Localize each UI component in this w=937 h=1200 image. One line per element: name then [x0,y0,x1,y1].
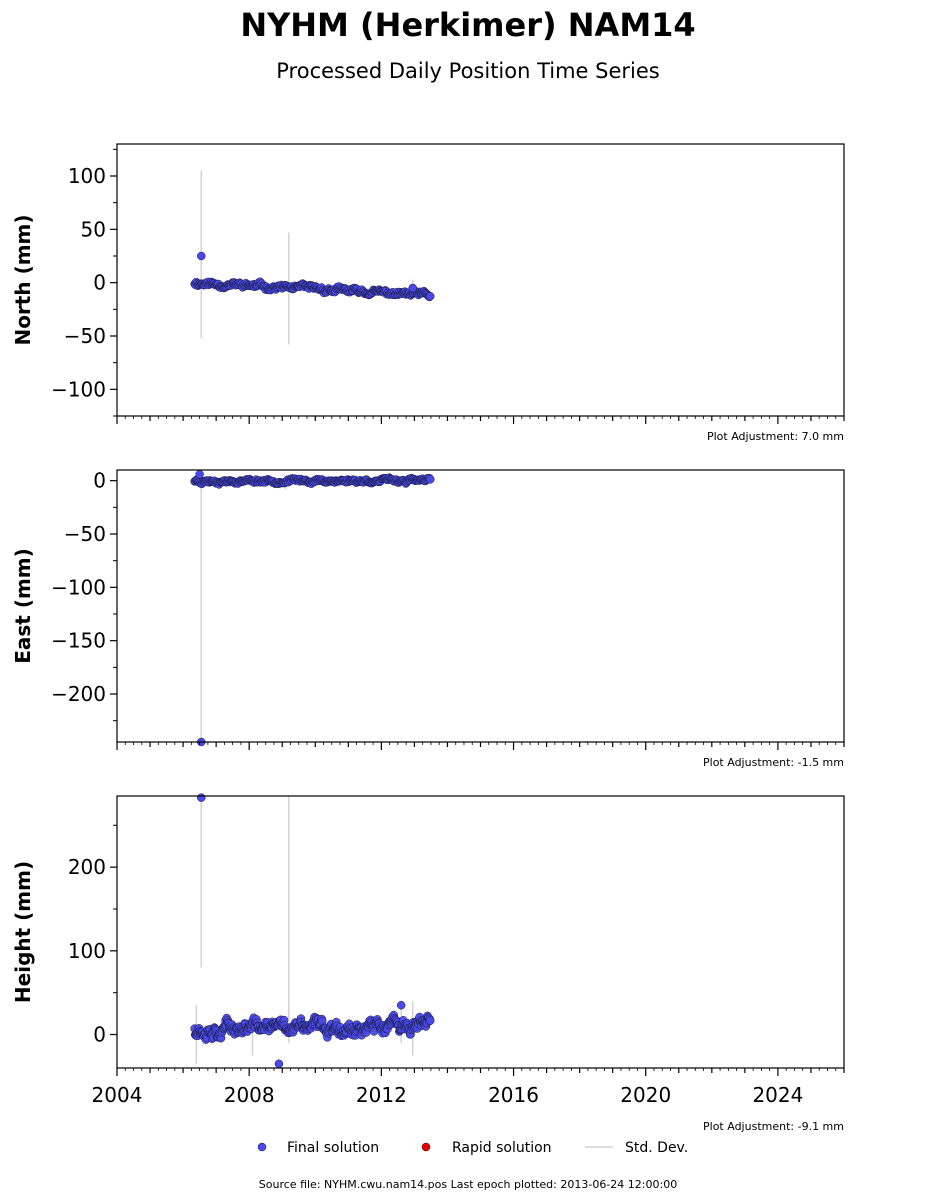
data-point-outlier [195,470,204,479]
y-tick-label: −50 [64,324,106,348]
plot-adjustment: Plot Adjustment: -1.5 mm [703,756,844,769]
legend-stddev-label: Std. Dev. [625,1140,688,1156]
plot-adjustment: Plot Adjustment: -9.1 mm [703,1120,844,1133]
footer-source: Source file: NYHM.cwu.nam14.pos Last epo… [259,1178,677,1191]
data-point [426,291,435,301]
panel-2: 0 −50 −100 −150 −200 East (mm) Plot Adjustment… [11,469,845,769]
x-tick-label: 2024 [752,1083,803,1107]
data-point-outlier [274,1059,284,1069]
y-axis-label: North (mm) [11,214,35,345]
legend-rapid-marker [421,1142,431,1152]
x-tick-label: 2016 [488,1083,539,1107]
y-tick-label: −150 [51,629,106,653]
y-tick-label: 100 [68,939,106,963]
y-tick-label: −100 [51,575,106,599]
y-tick-label: 0 [93,271,106,295]
y-tick-label: −100 [51,377,106,401]
plot-frame [116,143,845,417]
x-tick-label: 2020 [620,1083,671,1107]
x-tick-label: 2004 [92,1083,143,1107]
legend-final-label: Final solution [287,1140,379,1156]
data-point [426,475,435,484]
y-tick-label: 50 [81,217,106,241]
chart-title: NYHM (Herkimer) NAM14 [240,6,695,44]
y-tick-label: 0 [93,469,106,493]
y-axis-label: Height (mm) [11,861,35,1003]
panel-3: 200 100 0 2004 2008 2012 2016 2020 2024 Height (m… [11,793,845,1133]
legend-final-marker [257,1142,267,1152]
plot-frame [116,469,845,743]
y-tick-label: 100 [68,164,106,188]
data-point-outlier [396,1000,406,1010]
data-point-outlier [197,251,206,261]
data-point-outlier [197,793,206,802]
y-tick-label: −200 [51,682,106,706]
y-tick-label: −50 [64,522,106,546]
data-point-outlier [408,283,418,293]
chart-subtitle: Processed Daily Position Time Series [276,59,660,83]
legend-rapid-label: Rapid solution [452,1140,552,1156]
legend: Final solution Rapid solution Std. Dev. [257,1140,688,1156]
panel-1: 100 50 0 −50 −100 North (mm) Plot Adjustment: … [11,143,845,443]
y-axis-label: East (mm) [11,548,35,664]
plot-adjustment: Plot Adjustment: 7.0 mm [707,430,844,443]
y-tick-label: 200 [68,855,106,879]
y-tick-label: 0 [93,1023,106,1047]
data-point [426,1016,435,1025]
x-tick-label: 2008 [224,1083,275,1107]
panels: 100 50 0 −50 −100 North (mm) Plot Adjustment: … [11,143,845,1133]
x-tick-label: 2012 [356,1083,407,1107]
